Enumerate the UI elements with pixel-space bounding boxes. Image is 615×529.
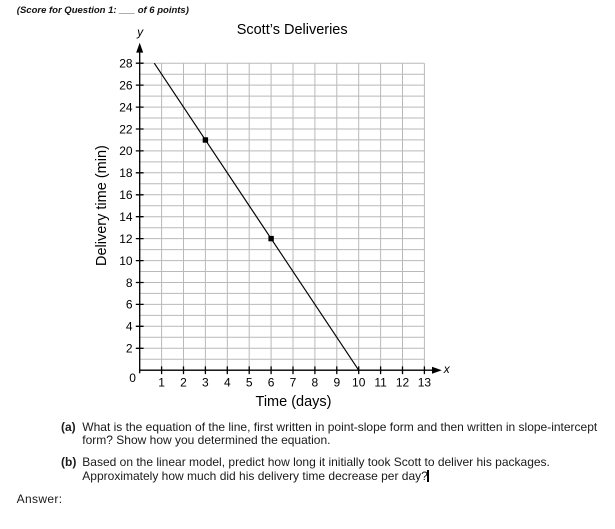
svg-text:4: 4 [224, 375, 231, 389]
svg-text:26: 26 [119, 78, 133, 92]
svg-text:9: 9 [333, 375, 340, 389]
svg-text:13: 13 [418, 375, 432, 389]
svg-text:11: 11 [374, 375, 387, 389]
svg-text:7: 7 [290, 375, 297, 389]
svg-text:20: 20 [119, 144, 133, 158]
svg-text:y: y [136, 25, 144, 39]
svg-text:28: 28 [119, 57, 133, 71]
svg-text:12: 12 [396, 375, 410, 389]
svg-text:x: x [443, 362, 451, 376]
svg-text:Delivery time (min): Delivery time (min) [94, 145, 110, 266]
svg-text:24: 24 [119, 100, 133, 114]
svg-text:1: 1 [158, 375, 165, 389]
svg-text:2: 2 [180, 375, 187, 389]
svg-text:16: 16 [119, 188, 133, 202]
svg-text:Time (days): Time (days) [256, 394, 332, 410]
svg-text:6: 6 [126, 298, 133, 312]
svg-text:14: 14 [119, 210, 133, 224]
svg-text:0: 0 [129, 371, 136, 385]
svg-text:Scott’s Deliveries: Scott’s Deliveries [237, 22, 348, 38]
svg-text:5: 5 [246, 375, 253, 389]
svg-text:18: 18 [119, 166, 133, 180]
svg-text:4: 4 [126, 320, 133, 334]
svg-text:3: 3 [202, 375, 209, 389]
svg-text:10: 10 [352, 375, 366, 389]
svg-text:8: 8 [312, 375, 319, 389]
svg-text:2: 2 [126, 342, 133, 356]
svg-text:12: 12 [119, 232, 133, 246]
svg-text:10: 10 [119, 254, 133, 268]
svg-text:6: 6 [268, 375, 275, 389]
svg-text:8: 8 [126, 276, 133, 290]
svg-text:22: 22 [119, 122, 133, 136]
